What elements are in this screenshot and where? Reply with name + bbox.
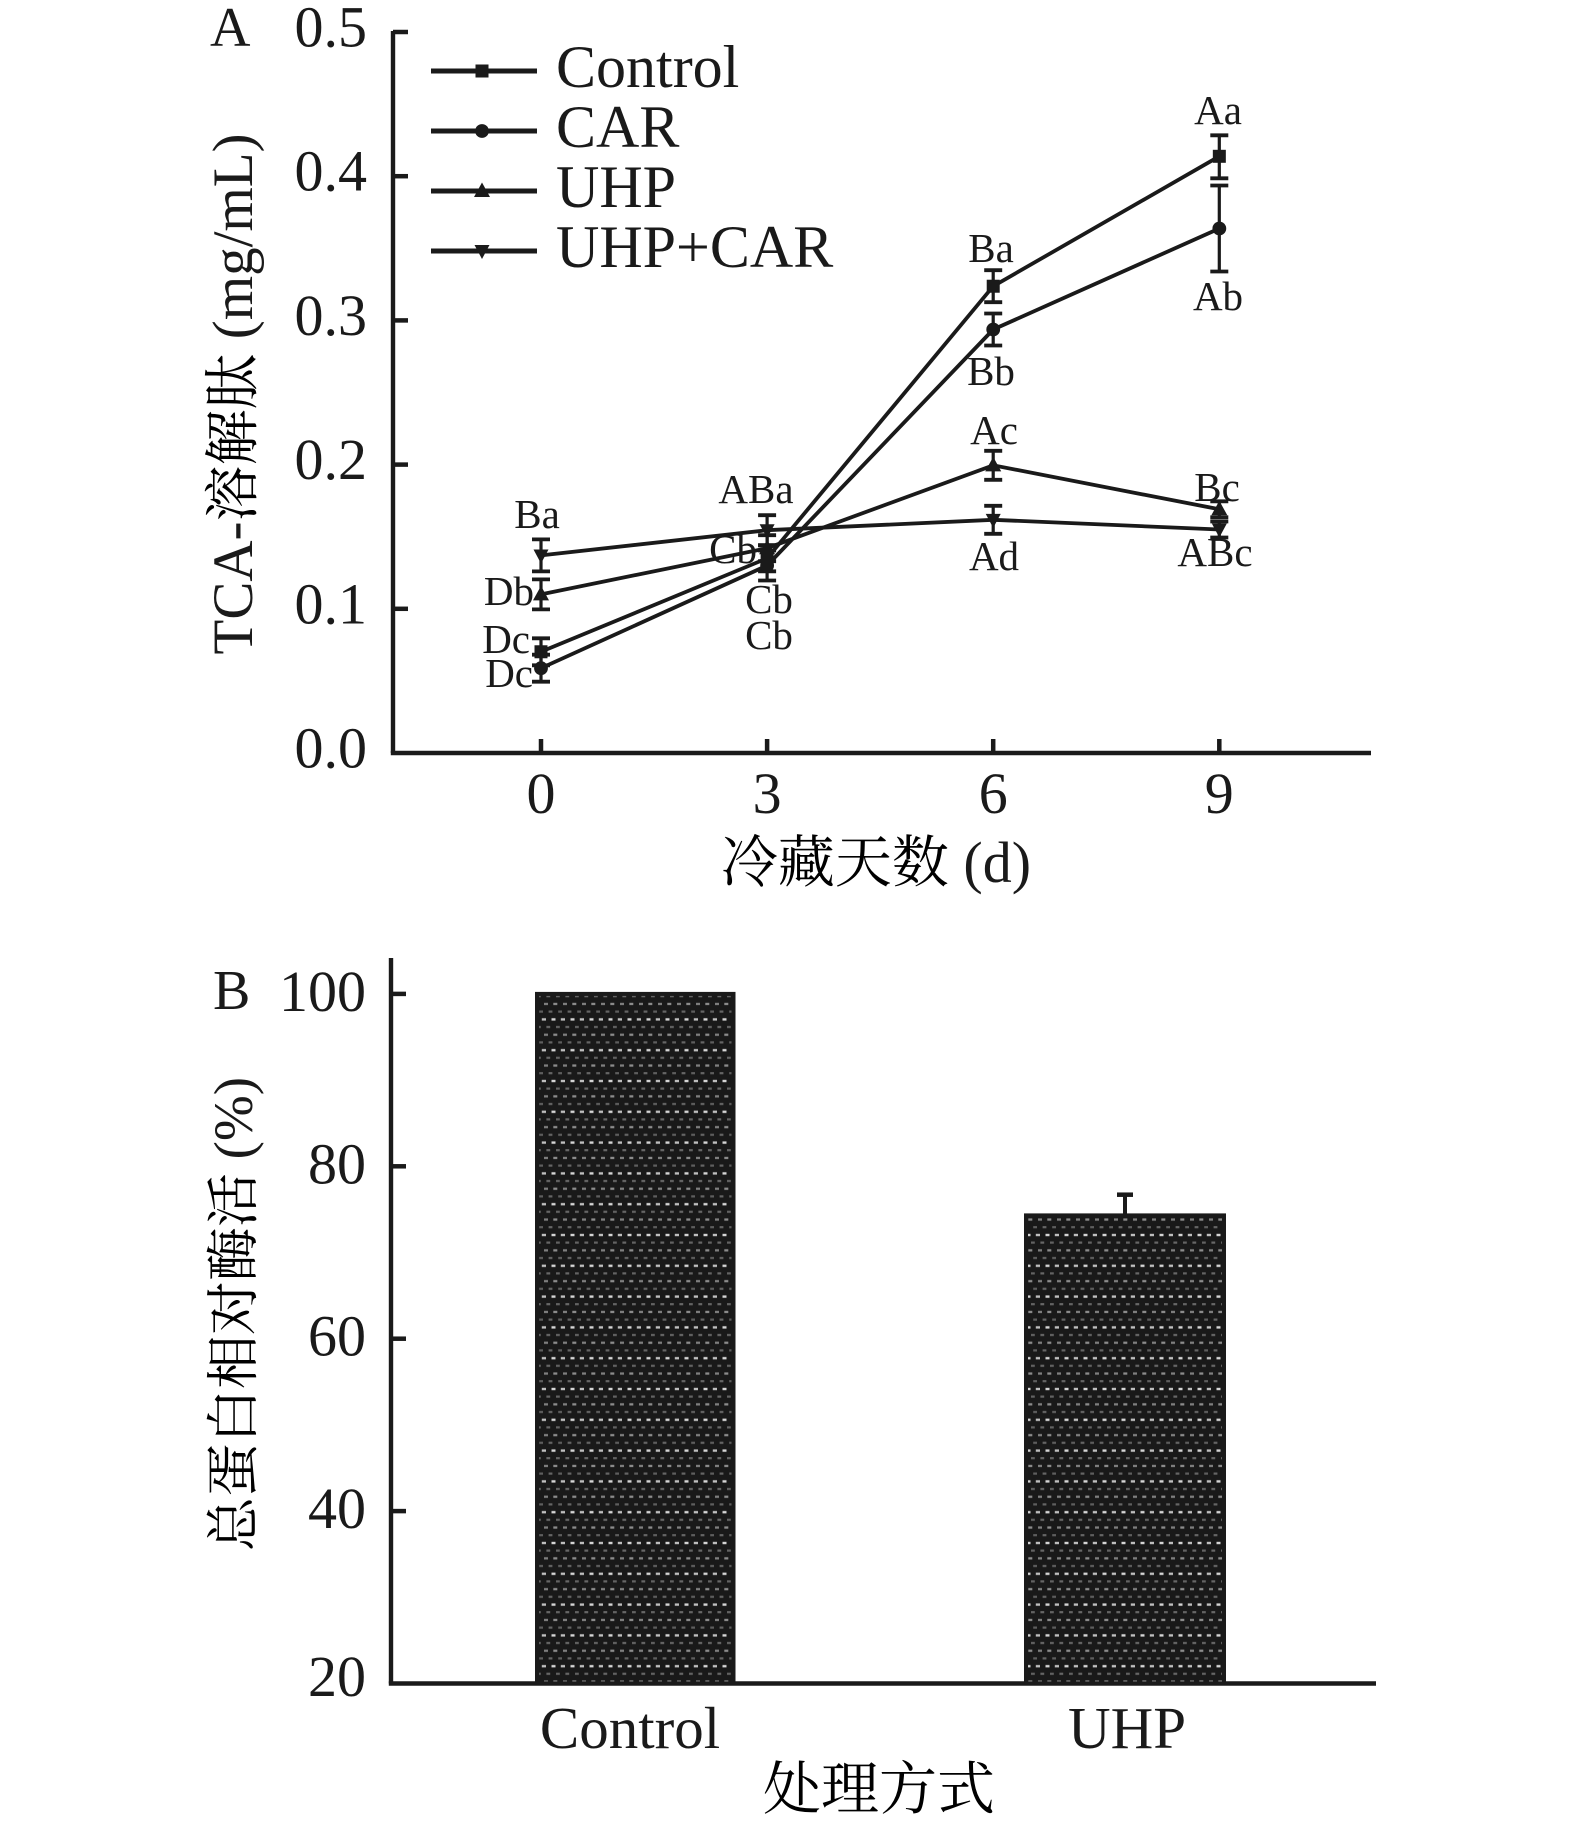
svg-text:100: 100 (279, 959, 366, 1024)
svg-text:60: 60 (308, 1304, 366, 1369)
svg-text:Ba: Ba (968, 225, 1014, 271)
svg-text:0.1: 0.1 (295, 571, 368, 636)
svg-text:Bc: Bc (1194, 464, 1240, 510)
svg-text:ABa: ABa (718, 466, 793, 512)
svg-text:A: A (210, 0, 251, 59)
svg-text:Cb: Cb (745, 612, 793, 658)
svg-text:6: 6 (979, 761, 1008, 826)
svg-text:(d): (d) (949, 830, 1031, 895)
svg-text:Control: Control (540, 1695, 720, 1761)
svg-text:0.5: 0.5 (295, 0, 368, 60)
svg-text:0.3: 0.3 (295, 283, 368, 348)
svg-text:20: 20 (308, 1644, 366, 1709)
svg-text:CAR: CAR (556, 94, 679, 160)
svg-text:40: 40 (308, 1476, 366, 1541)
svg-text:0.0: 0.0 (295, 716, 368, 781)
svg-text:ABc: ABc (1177, 529, 1252, 575)
svg-text:Aa: Aa (1194, 87, 1242, 133)
svg-text:0: 0 (527, 761, 556, 826)
svg-text:UHP: UHP (1068, 1695, 1186, 1761)
svg-text:UHP: UHP (556, 154, 676, 220)
svg-text:Ac: Ac (970, 407, 1018, 453)
svg-text:Cb: Cb (709, 526, 757, 572)
svg-text:Db: Db (484, 568, 534, 614)
svg-text:0.2: 0.2 (295, 427, 368, 492)
svg-text:Ad: Ad (969, 533, 1019, 579)
svg-text:Control: Control (556, 34, 739, 100)
svg-text:TCA-: TCA- (202, 522, 265, 655)
svg-text:UHP+CAR: UHP+CAR (556, 214, 833, 280)
svg-text:Bb: Bb (967, 348, 1015, 394)
svg-text:Dc: Dc (485, 650, 533, 696)
svg-text:Dc: Dc (482, 616, 530, 662)
svg-text:80: 80 (308, 1131, 366, 1196)
svg-text:9: 9 (1205, 761, 1234, 826)
svg-text:Ba: Ba (514, 491, 560, 537)
svg-text:Ab: Ab (1193, 273, 1243, 319)
svg-text:B: B (213, 960, 250, 1022)
svg-text:(mg/mL): (mg/mL) (202, 133, 265, 353)
svg-text:0.4: 0.4 (295, 139, 368, 204)
svg-text:(%): (%) (203, 1077, 264, 1173)
svg-text:Cb: Cb (745, 576, 793, 622)
svg-text:3: 3 (753, 761, 782, 826)
